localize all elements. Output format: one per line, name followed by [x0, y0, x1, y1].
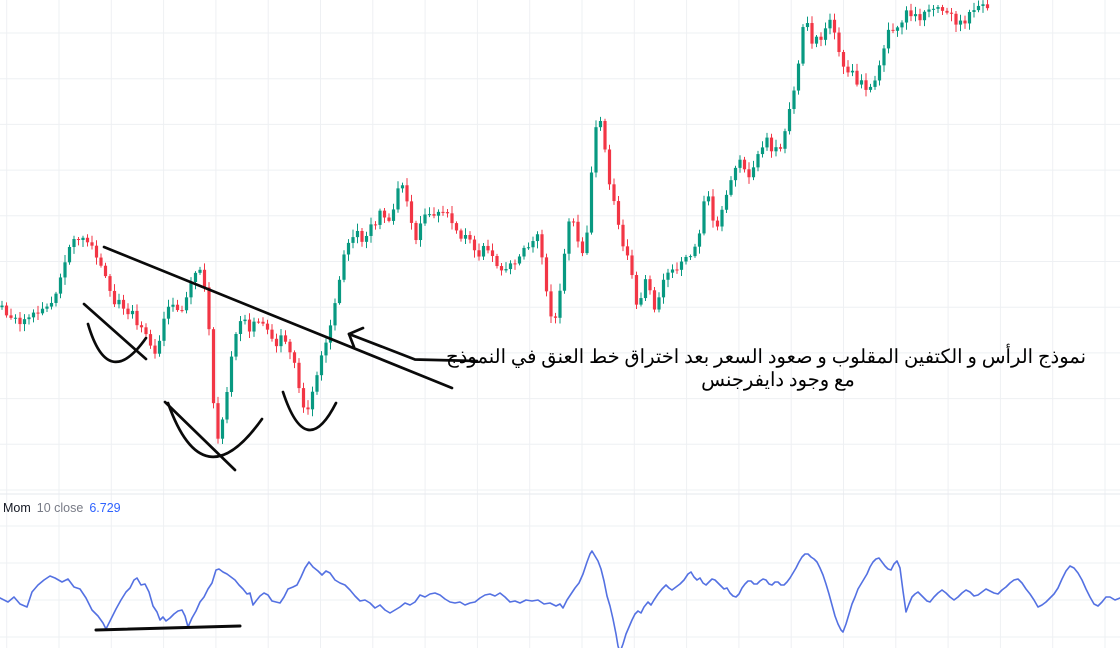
drawing-arrow-shaft[interactable]: [347, 332, 479, 363]
momentum-line-series: [0, 550, 1120, 648]
drawing-head-diagonal[interactable]: [163, 400, 237, 472]
indicator-name[interactable]: Mom: [3, 501, 31, 515]
candlestick-series: [0, 0, 990, 445]
drawing-neckline[interactable]: [102, 245, 454, 390]
drawing-head-arc[interactable]: [166, 401, 264, 459]
drawing-right-shoulder-arc[interactable]: [281, 390, 338, 432]
indicator-legend[interactable]: Mom 10 close 6.729: [3, 500, 121, 516]
drawing-left-shoulder-arc[interactable]: [86, 322, 148, 364]
hand-drawn-annotations[interactable]: [82, 245, 479, 632]
drawing-divergence-trendline[interactable]: [94, 624, 242, 632]
indicator-params: 10 close: [36, 501, 84, 515]
indicator-value: 6.729: [89, 501, 121, 515]
